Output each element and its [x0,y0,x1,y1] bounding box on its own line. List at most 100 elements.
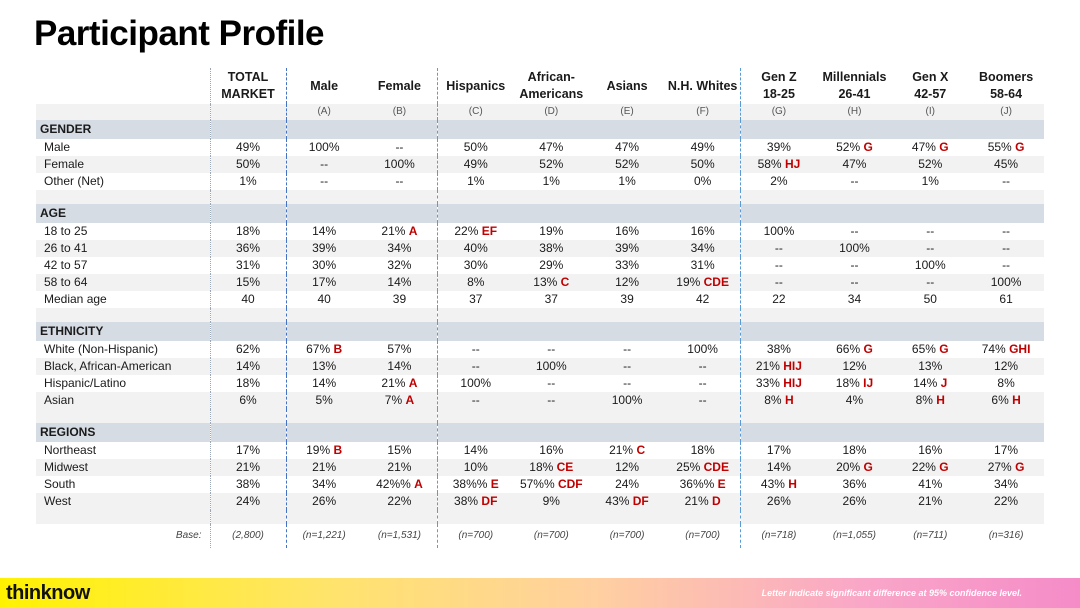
table-row: Female 50% -- 100% 49% 52% 52% 50% 58% HJ 47% 52% 4… [36,156,1044,173]
table-cell: 13% [285,358,362,375]
base-value: (n=1,531) [377,530,421,541]
base-value: (n=700) [609,530,645,541]
table-cell: 14% [740,459,817,476]
cell-value: 24% [235,494,261,508]
significance-letter: EF [481,224,498,238]
table-cell: 49% [209,139,286,156]
section-cell [209,322,286,341]
table-cell: 6% H [968,392,1044,409]
cell-value: -- [774,241,783,255]
table-cell: 21% [209,459,286,476]
table-cell: 21% D [664,493,741,510]
significance-letter: D [711,494,721,508]
table-cell: 100% [740,223,817,240]
section-cell [664,322,741,341]
participant-profile-table: TOTAL MARKET Male Female Hispanics African- Am… [36,68,1044,548]
table-cell: 7% A [361,392,438,409]
section-cell [816,423,893,442]
cell-value: 39% [766,140,791,154]
section-cell [285,423,362,442]
section-cell [816,322,893,341]
table-cell: 17% [968,442,1044,459]
table-cell: 22% [968,493,1044,510]
table-cell: 18% [817,442,893,459]
cell-value: -- [547,342,556,356]
cell-value: 29% [539,258,564,272]
cell-value: 13% [312,359,337,373]
cell-value: 1% [542,174,560,188]
table-cell: 42%% A [362,476,438,493]
spacer-cell [740,510,817,524]
cell-value: 2% [770,174,788,188]
table-row: Median age 40 40 39 37 37 39 42 22 34 50 61 [36,291,1044,308]
table-cell: 10% [437,459,514,476]
table-cell: 50% [437,139,514,156]
cell-value: 47% [842,157,867,171]
base-value: (n=700) [437,524,514,548]
cell-value: 66% [836,342,861,356]
thinknow-logo: thinknow [6,582,90,604]
cell-value: -- [698,359,707,373]
cell-value: 32% [387,258,412,272]
cell-value: 13% [918,359,943,373]
table-cell: 43% H [740,476,817,493]
table-cell: 65% G [892,341,968,358]
section-cell [664,120,741,139]
significance-letter: A [408,224,418,238]
table-cell: 18% CE [513,459,590,476]
cell-value: 38% [235,477,261,491]
column-letter: (F) [664,104,741,120]
cell-value: 40 [241,292,255,306]
table-cell: 100% [285,139,362,156]
table-cell: 29% [513,257,589,274]
table-cell: 40 [285,291,362,308]
table-cell: -- [513,341,589,358]
column-header: Male [285,68,362,104]
cell-value: -- [774,275,783,289]
section-cell [285,204,362,223]
spacer-cell [664,510,741,524]
base-value: (n=711) [913,530,948,541]
section-spacer [36,308,1044,322]
spacer-cell [36,190,210,204]
significance-letter: G [863,460,873,474]
table-cell: 14% [285,223,362,240]
page-title: Participant Profile [34,14,325,53]
spacer-cell [589,409,665,423]
significance-letter: CDE [703,460,729,474]
cell-value: 26% [842,494,867,508]
table-cell: 37 [437,291,514,308]
table-cell: -- [968,173,1044,190]
table-cell: 30% [437,257,514,274]
column-header: TOTAL MARKET [209,68,286,104]
significance-letter: HIJ [783,359,802,373]
spacer-cell [740,308,817,322]
row-label: Female [36,156,210,173]
significance-letter: G [863,140,873,154]
spacer-cell [285,190,362,204]
significance-letter: G [939,140,949,154]
cell-value: 27% [987,460,1012,474]
table-row: 42 to 57 31% 30% 32% 30% 29% 33% 31% -- -- 100% -- [36,257,1044,274]
spacer-cell [892,510,969,524]
significance-letter: H [936,393,945,407]
section-cell [513,423,590,442]
table-cell: 18% IJ [817,375,893,392]
table-cell: -- [740,274,817,291]
cell-value: 16% [918,443,943,457]
cell-value: 17% [235,443,261,457]
section-cell [513,322,590,341]
significance-letter: HIJ [783,376,802,390]
section-cell [589,204,665,223]
cell-value: 14% [235,359,261,373]
table-cell: 8% [968,375,1044,392]
cell-value: -- [850,258,859,272]
cell-value: -- [623,342,632,356]
spacer-cell [361,510,438,524]
significance-letter: E [490,477,499,491]
cell-value: 100% [990,275,1022,289]
column-letter: (H) [816,104,893,120]
row-label: 18 to 25 [44,224,88,238]
cell-value: 17% [312,275,337,289]
table-cell: 1% [513,173,589,190]
